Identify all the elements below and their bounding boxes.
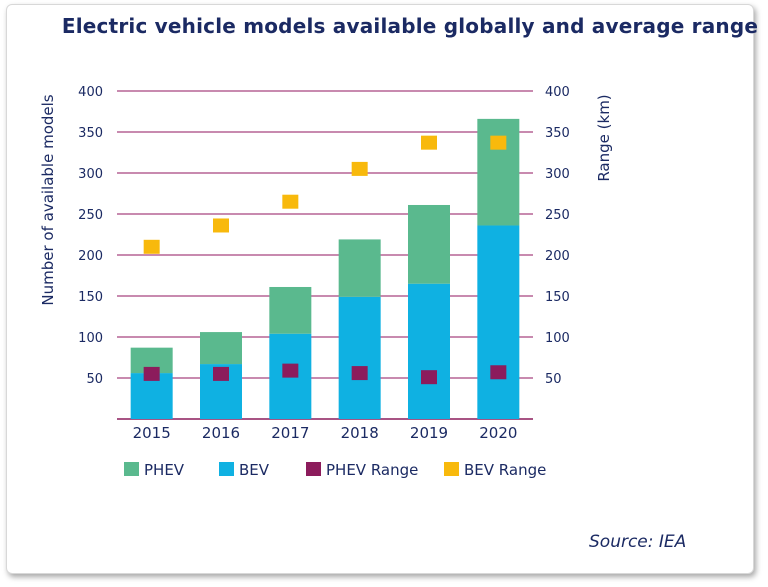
y-tick-label: 350 — [78, 126, 103, 141]
marker-phev-range-2017 — [282, 363, 299, 378]
x-tick-label: 2020 — [479, 424, 517, 442]
marker-bev-range-2016 — [213, 218, 229, 233]
legend-swatch-phev-range — [306, 462, 321, 476]
marker-bev-range-2017 — [282, 194, 299, 209]
chart-title: Electric vehicle models available global… — [61, 14, 759, 38]
bar-phev-2020 — [477, 118, 520, 226]
marker-phev-range-2018 — [351, 366, 368, 381]
bar-bev-2019 — [408, 283, 450, 419]
y2-tick-label: 150 — [545, 290, 570, 305]
y2-tick-label: 300 — [545, 167, 570, 182]
marker-phev-range-2019 — [421, 370, 437, 385]
x-tick-label: 2017 — [271, 424, 309, 442]
y2-tick-label: 100 — [545, 331, 570, 346]
y2-tick-label: 350 — [545, 126, 570, 141]
marker-phev-range-2020 — [490, 365, 507, 380]
legend-label: BEV — [239, 461, 270, 479]
legend-label: BEV Range — [464, 461, 546, 479]
marker-bev-range-2015 — [143, 239, 160, 254]
x-tick-label: 2016 — [202, 424, 240, 442]
y-tick-label: 200 — [78, 249, 103, 264]
bar-phev-2018 — [338, 239, 381, 297]
bar-bev-2018 — [338, 296, 381, 419]
y-tick-label: 300 — [78, 167, 103, 182]
marker-bev-range-2020 — [490, 135, 507, 150]
y2-tick-label: 200 — [545, 249, 570, 264]
source-note: Source: IEA — [589, 532, 687, 552]
x-tick-label: 2019 — [410, 424, 448, 442]
y2-tick-label: 400 — [545, 85, 570, 100]
x-tick-label: 2018 — [341, 424, 379, 442]
x-tick-label: 2015 — [133, 424, 171, 442]
legend-label: PHEV Range — [326, 461, 418, 479]
y-tick-label: 100 — [78, 331, 103, 346]
bar-phev-2019 — [408, 204, 450, 284]
y-tick-label: 400 — [78, 85, 103, 100]
marker-phev-range-2015 — [143, 366, 160, 381]
y-tick-label: 250 — [78, 208, 103, 223]
marker-bev-range-2018 — [351, 161, 368, 176]
marker-phev-range-2016 — [213, 366, 229, 381]
y-axis-label: Number of available models — [39, 94, 57, 305]
legend-swatch-bev-range — [444, 462, 459, 476]
y2-tick-label: 250 — [545, 208, 570, 223]
y-tick-label: 50 — [86, 372, 103, 387]
y2-tick-label: 50 — [545, 372, 562, 387]
y-tick-label: 150 — [78, 290, 103, 305]
marker-bev-range-2019 — [421, 135, 437, 150]
legend-label: PHEV — [144, 461, 185, 479]
legend-swatch-phev — [124, 462, 139, 476]
legend-swatch-bev — [219, 462, 234, 476]
bar-phev-2016 — [200, 332, 242, 365]
y2-axis-label: Range (km) — [595, 94, 613, 181]
bar-bev-2020 — [477, 225, 520, 419]
bar-phev-2017 — [269, 286, 312, 334]
